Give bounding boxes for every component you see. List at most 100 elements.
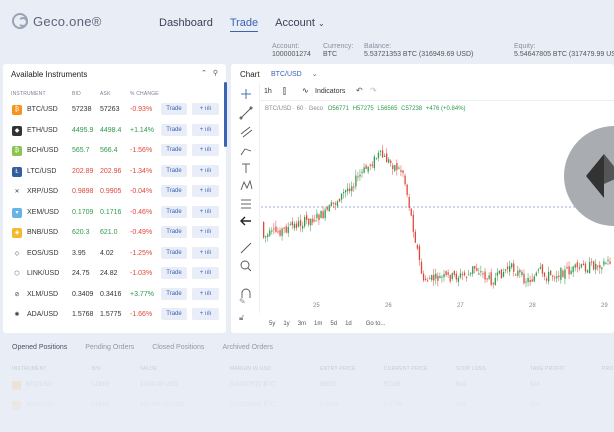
parallel-lines-icon[interactable] bbox=[240, 126, 253, 138]
search-icon[interactable]: ⚲ bbox=[212, 70, 218, 77]
instrument-row[interactable]: ₿ BCH/USD 565.7 566.4 -1.56% Trade + ıılı bbox=[10, 143, 222, 160]
nav-dashboard[interactable]: Dashboard bbox=[159, 17, 213, 29]
range-button[interactable]: 3m bbox=[297, 321, 307, 327]
brush-icon[interactable] bbox=[240, 148, 252, 156]
trade-button[interactable]: Trade bbox=[161, 185, 187, 197]
candle-body bbox=[367, 166, 369, 172]
instrument-row[interactable]: ✺ ADA/USD 1.5768 1.5775 -1.66% Trade + ıılı bbox=[10, 307, 222, 324]
trade-button[interactable]: Trade bbox=[161, 123, 187, 136]
candle-body bbox=[599, 264, 601, 269]
candle-body bbox=[476, 268, 478, 271]
logo[interactable]: Geco.one® bbox=[12, 13, 102, 29]
symbol-select[interactable]: BTC/USD ⌄ bbox=[271, 70, 318, 78]
add-chart-button[interactable]: + ıılı bbox=[192, 246, 219, 259]
trade-button[interactable]: Trade bbox=[161, 246, 187, 259]
crosshair-icon[interactable] bbox=[241, 89, 251, 99]
instrument-symbol: XEM/USD bbox=[27, 208, 59, 216]
ruler-icon[interactable] bbox=[240, 242, 252, 254]
nav-trade[interactable]: Trade bbox=[229, 17, 259, 32]
candle-body bbox=[361, 171, 363, 173]
indicators-button[interactable]: Indicators bbox=[315, 88, 346, 95]
instrument-row[interactable]: ◈ BNB/USD 620.3 621.0 -0.49% Trade + ıılı bbox=[10, 225, 222, 242]
add-chart-button[interactable]: + ıılı bbox=[192, 164, 219, 177]
trend-line-icon[interactable] bbox=[239, 106, 253, 120]
trade-button[interactable]: Trade bbox=[161, 308, 187, 320]
candle-body bbox=[550, 270, 552, 275]
trade-button[interactable]: Trade bbox=[161, 144, 187, 156]
lock-icon[interactable]: 🔓︎ bbox=[239, 313, 245, 322]
x-tick-label: 28 bbox=[529, 303, 536, 309]
candle-body bbox=[295, 223, 298, 229]
add-chart-button[interactable]: + ıılı bbox=[192, 144, 219, 156]
instrument-row[interactable]: ▾ XEM/USD 0.1709 0.1716 -0.46% Trade + ıılı bbox=[10, 205, 222, 222]
candle-body bbox=[424, 278, 427, 281]
currency-label: Currency: bbox=[323, 43, 354, 50]
candle-body bbox=[396, 163, 398, 170]
nav-account[interactable]: Account ⌄ bbox=[275, 17, 325, 32]
candles-icon[interactable]: ⫿ bbox=[283, 86, 286, 96]
indicators-icon: ∿ bbox=[302, 86, 309, 95]
collapse-icon[interactable]: ⌃ bbox=[200, 70, 207, 77]
candle-body bbox=[494, 277, 496, 286]
add-chart-button[interactable]: + ıılı bbox=[192, 205, 219, 218]
range-button[interactable]: 1d bbox=[345, 321, 352, 327]
range-button[interactable]: Go to... bbox=[365, 321, 386, 327]
chart-area[interactable]: BTC/USD · 60 · Geco O56771 H57275 L56565… bbox=[261, 102, 614, 298]
add-chart-button[interactable]: + ıılı bbox=[192, 185, 219, 197]
eos-icon: ◇ bbox=[12, 248, 22, 259]
arrow-left-icon[interactable] bbox=[240, 216, 251, 226]
redo-icon[interactable]: ↷ bbox=[370, 86, 377, 95]
trade-button[interactable]: Trade bbox=[161, 164, 187, 177]
eye-icon[interactable]: ✎ bbox=[239, 297, 246, 306]
col-change: % CHANGE bbox=[130, 91, 159, 97]
timeframe-button[interactable]: 1h bbox=[264, 88, 272, 95]
top-header: Geco.one® Dashboard Trade Account ⌄ bbox=[0, 0, 614, 40]
trade-button[interactable]: Trade bbox=[161, 267, 187, 279]
instrument-row[interactable]: ₿ BTC/USD 57238 57263 -0.93% Trade + ıılı bbox=[10, 102, 222, 119]
text-tool-icon[interactable] bbox=[242, 163, 250, 173]
instrument-row[interactable]: ✕ XRP/USD 0.9898 0.9905 -0.04% Trade + ıılı bbox=[10, 184, 222, 201]
trade-button[interactable]: Trade bbox=[161, 226, 187, 238]
main-nav: Dashboard Trade Account ⌄ bbox=[159, 17, 325, 32]
instrument-scrollbar[interactable] bbox=[224, 82, 227, 147]
instrument-row[interactable]: ⊘ XLM/USD 0.3409 0.3416 +3.77% Trade + ıılı bbox=[10, 287, 222, 304]
trade-button[interactable]: Trade bbox=[161, 205, 187, 218]
add-chart-button[interactable]: + ıılı bbox=[192, 123, 219, 136]
trade-button[interactable]: Trade bbox=[161, 103, 187, 115]
candle-body bbox=[334, 203, 337, 205]
instrument-row[interactable]: Ł LTC/USD 202.89 202.96 -1.34% Trade + ıılı bbox=[10, 164, 222, 181]
candle-body bbox=[394, 165, 396, 171]
candle-body bbox=[320, 210, 322, 219]
undo-icon[interactable]: ↶ bbox=[356, 86, 363, 95]
candle-body bbox=[468, 274, 470, 276]
candle-body bbox=[359, 174, 361, 177]
instrument-row[interactable]: ⬡ LINK/USD 24.75 24.82 -1.03% Trade + ıılı bbox=[10, 266, 222, 283]
candle-body bbox=[273, 228, 275, 230]
candle-body bbox=[386, 153, 388, 163]
legend-close: C57238 bbox=[401, 106, 423, 112]
add-chart-button[interactable]: + ıılı bbox=[192, 103, 219, 115]
range-button[interactable]: 1y bbox=[283, 321, 290, 327]
range-button[interactable]: 5y bbox=[269, 321, 276, 327]
candle-body bbox=[461, 274, 464, 276]
candle-body bbox=[301, 226, 304, 229]
instrument-row[interactable]: ◇ EOS/USD 3.95 4.02 -1.25% Trade + ıılı bbox=[10, 246, 222, 263]
add-chart-button[interactable]: + ıılı bbox=[192, 226, 219, 238]
account-currency: Currency: BTC bbox=[323, 43, 353, 59]
instrument-row[interactable]: ◆ ETH/USD 4495.9 4498.4 +1.14% Trade + ıılı bbox=[10, 123, 222, 140]
range-button[interactable]: 5d bbox=[330, 321, 338, 327]
trade-button[interactable]: Trade bbox=[161, 287, 187, 300]
candle-body bbox=[552, 275, 554, 277]
pattern-icon[interactable] bbox=[240, 179, 253, 191]
add-chart-button[interactable]: + ıılı bbox=[192, 267, 219, 279]
fib-icon[interactable] bbox=[241, 199, 251, 209]
candle-body bbox=[281, 228, 283, 237]
range-button[interactable]: 1m bbox=[314, 321, 323, 327]
candle-body bbox=[490, 272, 492, 285]
candle-body bbox=[459, 273, 462, 278]
magnet-icon[interactable] bbox=[241, 288, 251, 298]
zoom-in-icon[interactable] bbox=[240, 260, 252, 272]
add-chart-button[interactable]: + ıılı bbox=[192, 308, 219, 320]
add-chart-button[interactable]: + ıılı bbox=[192, 287, 219, 300]
candle-body bbox=[504, 269, 507, 271]
